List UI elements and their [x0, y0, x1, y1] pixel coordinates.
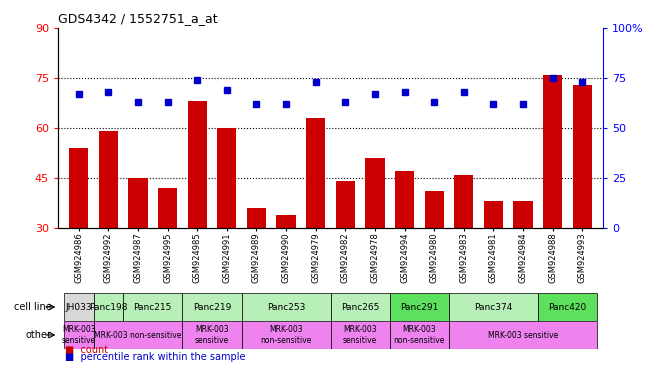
Bar	[158, 188, 177, 228]
Text: Panc420: Panc420	[548, 303, 587, 311]
Text: other: other	[25, 330, 51, 340]
Bar	[390, 321, 449, 349]
Bar	[514, 201, 533, 228]
Bar	[365, 158, 385, 228]
Bar	[336, 181, 355, 228]
Bar	[99, 131, 118, 228]
Bar	[573, 84, 592, 228]
Bar	[331, 293, 390, 321]
Text: Panc215: Panc215	[133, 303, 172, 311]
Bar	[242, 293, 331, 321]
Bar	[395, 171, 414, 228]
Bar	[123, 293, 182, 321]
Text: Panc265: Panc265	[341, 303, 380, 311]
Text: MRK-003
sensitive: MRK-003 sensitive	[195, 325, 229, 345]
Bar	[454, 175, 473, 228]
Bar	[449, 293, 538, 321]
Bar	[242, 321, 331, 349]
Bar	[247, 208, 266, 228]
Bar	[277, 215, 296, 228]
Bar	[306, 118, 326, 228]
Text: MRK-003
sensitive: MRK-003 sensitive	[62, 325, 96, 345]
Bar	[217, 128, 236, 228]
Text: MRK-003
non-sensitive: MRK-003 non-sensitive	[394, 325, 445, 345]
Bar	[331, 321, 390, 349]
Bar	[390, 293, 449, 321]
Text: MRK-003 non-sensitive: MRK-003 non-sensitive	[94, 331, 182, 339]
Text: Panc219: Panc219	[193, 303, 231, 311]
Bar	[64, 293, 94, 321]
Bar	[94, 321, 182, 349]
Text: Panc291: Panc291	[400, 303, 439, 311]
Bar	[424, 191, 444, 228]
Bar	[182, 321, 242, 349]
Bar	[182, 293, 242, 321]
Text: Panc374: Panc374	[474, 303, 512, 311]
Text: GDS4342 / 1552751_a_at: GDS4342 / 1552751_a_at	[58, 12, 217, 25]
Text: ■  percentile rank within the sample: ■ percentile rank within the sample	[64, 353, 245, 362]
Text: MRK-003
non-sensitive: MRK-003 non-sensitive	[260, 325, 312, 345]
Bar	[69, 148, 89, 228]
Text: ■  count: ■ count	[64, 345, 107, 355]
Bar	[128, 178, 148, 228]
Bar	[538, 293, 597, 321]
Bar	[543, 74, 562, 228]
Text: JH033: JH033	[65, 303, 92, 311]
Bar	[64, 321, 94, 349]
Text: cell line: cell line	[14, 302, 51, 312]
Bar	[94, 293, 123, 321]
Text: MRK-003 sensitive: MRK-003 sensitive	[488, 331, 558, 339]
Bar	[449, 321, 597, 349]
Text: MRK-003
sensitive: MRK-003 sensitive	[343, 325, 377, 345]
Bar	[187, 101, 207, 228]
Text: Panc253: Panc253	[267, 303, 305, 311]
Bar	[484, 201, 503, 228]
Text: Panc198: Panc198	[89, 303, 128, 311]
